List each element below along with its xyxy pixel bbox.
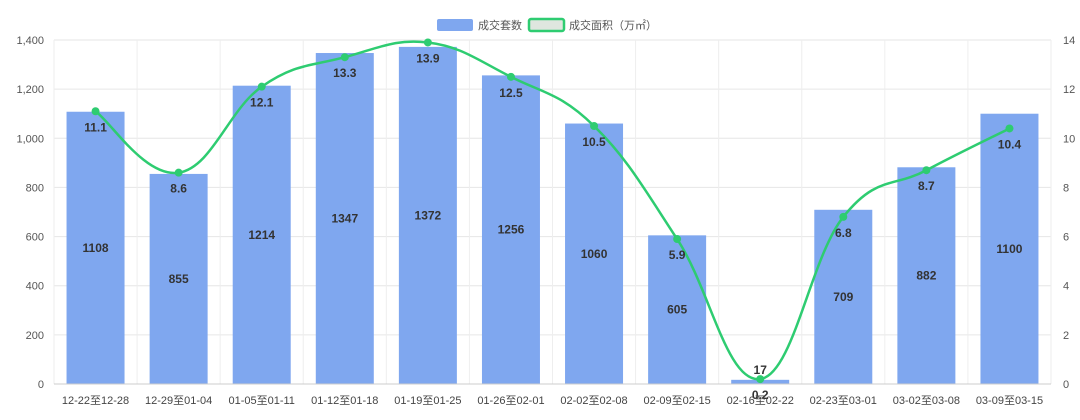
x-tick-label: 03-09至03-15 xyxy=(976,395,1043,407)
bar[interactable] xyxy=(897,167,956,384)
line-point[interactable] xyxy=(1005,124,1014,133)
line-value-label: 6.8 xyxy=(835,226,852,240)
line-point[interactable] xyxy=(590,122,599,130)
line-point[interactable] xyxy=(423,38,432,47)
bar-value-label: 855 xyxy=(169,272,189,286)
y-right-tick-label: 6 xyxy=(1063,232,1069,244)
bar[interactable] xyxy=(980,113,1039,384)
line-point[interactable] xyxy=(839,212,848,221)
line-point[interactable] xyxy=(922,166,931,175)
bar-value-label: 1214 xyxy=(248,228,275,242)
x-tick-label: 02-02至02-08 xyxy=(560,395,627,407)
x-tick-label: 01-19至01-25 xyxy=(394,395,461,407)
x-tick-label: 03-02至03-08 xyxy=(893,395,960,407)
bar-value-label: 1256 xyxy=(498,223,525,237)
y-left-tick-label: 600 xyxy=(26,232,44,244)
y-left-tick-label: 800 xyxy=(26,182,44,194)
bar[interactable] xyxy=(648,235,707,384)
line-value-label: 8.7 xyxy=(918,179,935,193)
line-value-label: 12.1 xyxy=(250,96,274,110)
line-value-label: 13.3 xyxy=(333,66,357,80)
line-value-label: 11.1 xyxy=(84,120,107,134)
x-tick-label: 02-23至03-01 xyxy=(810,395,877,407)
bars-layer xyxy=(66,46,1039,385)
line-layer xyxy=(91,38,1014,384)
labels-layer: 1108 855 1214 1347 1372 1256 1060 605 17 709 882 11… xyxy=(83,51,1023,402)
line-value-label: 10.5 xyxy=(582,135,606,149)
bar[interactable] xyxy=(149,173,208,384)
y-right-tick-label: 14 xyxy=(1063,35,1075,47)
bar[interactable] xyxy=(66,111,125,385)
y-left-tick-label: 1,400 xyxy=(16,35,44,47)
y-right-tick-label: 2 xyxy=(1063,330,1069,342)
bar-value-label: 1372 xyxy=(415,208,442,222)
line-point[interactable] xyxy=(756,375,765,384)
bar-value-label: 1347 xyxy=(331,212,358,226)
y-right-tick-label: 4 xyxy=(1063,281,1069,293)
y-right-tick-label: 12 xyxy=(1063,84,1075,96)
bar[interactable] xyxy=(398,46,457,384)
line-value-label: 0.2 xyxy=(752,388,769,402)
bar-value-label: 17 xyxy=(754,363,768,377)
legend: 成交套数 成交面积（万㎡） xyxy=(437,17,657,33)
y-left-tick-label: 0 xyxy=(38,379,44,391)
x-tick-label: 02-09至02-15 xyxy=(643,395,710,407)
x-tick-label: 02-16至02-22 xyxy=(727,395,794,407)
line-point[interactable] xyxy=(91,107,100,116)
legend-label-line[interactable]: 成交面积（万㎡） xyxy=(569,18,657,32)
x-tick-label: 01-05至01-11 xyxy=(228,395,294,407)
x-tick-label: 01-12至01-18 xyxy=(311,395,378,407)
line-value-label: 10.4 xyxy=(998,137,1022,151)
line-point[interactable] xyxy=(257,82,266,91)
y-left-tick-label: 1,000 xyxy=(16,133,44,145)
bar-value-label: 882 xyxy=(916,269,936,283)
bar[interactable] xyxy=(814,209,873,384)
x-tick-label: 12-22至12-28 xyxy=(62,395,129,407)
y-right-tick-label: 8 xyxy=(1063,182,1069,194)
x-tick-label: 12-29至01-04 xyxy=(145,395,212,407)
bar-value-label: 1100 xyxy=(996,242,1022,256)
bar-value-label: 1108 xyxy=(83,241,109,255)
bar-value-label: 709 xyxy=(833,290,853,304)
line-point[interactable] xyxy=(673,235,682,244)
y-left-tick-label: 1,200 xyxy=(16,84,44,96)
bar[interactable] xyxy=(565,123,624,385)
line-point[interactable] xyxy=(340,53,349,62)
legend-swatch-line[interactable] xyxy=(527,17,566,33)
bar[interactable] xyxy=(315,53,374,384)
bar[interactable] xyxy=(232,85,291,385)
bar[interactable] xyxy=(481,75,540,384)
line-value-label: 5.9 xyxy=(669,248,686,262)
bar-value-label: 605 xyxy=(667,303,687,317)
y-right-tick-label: 0 xyxy=(1063,379,1069,391)
x-tick-label: 01-26至02-01 xyxy=(477,395,544,407)
axis-layer: 02004006008001,0001,2001,400024681012141… xyxy=(16,35,1075,407)
y-right-tick-label: 10 xyxy=(1063,133,1075,145)
legend-label-bar[interactable]: 成交套数 xyxy=(478,18,522,32)
y-left-tick-label: 400 xyxy=(26,281,44,293)
y-left-tick-label: 200 xyxy=(26,330,44,342)
bar-value-label: 1060 xyxy=(581,247,608,261)
legend-swatch-bar[interactable] xyxy=(437,19,473,31)
line-value-label: 12.5 xyxy=(499,86,523,100)
line-point[interactable] xyxy=(506,72,515,81)
line-value-label: 8.6 xyxy=(170,182,187,196)
line-value-label: 13.9 xyxy=(416,51,440,65)
line-point[interactable] xyxy=(174,168,183,177)
